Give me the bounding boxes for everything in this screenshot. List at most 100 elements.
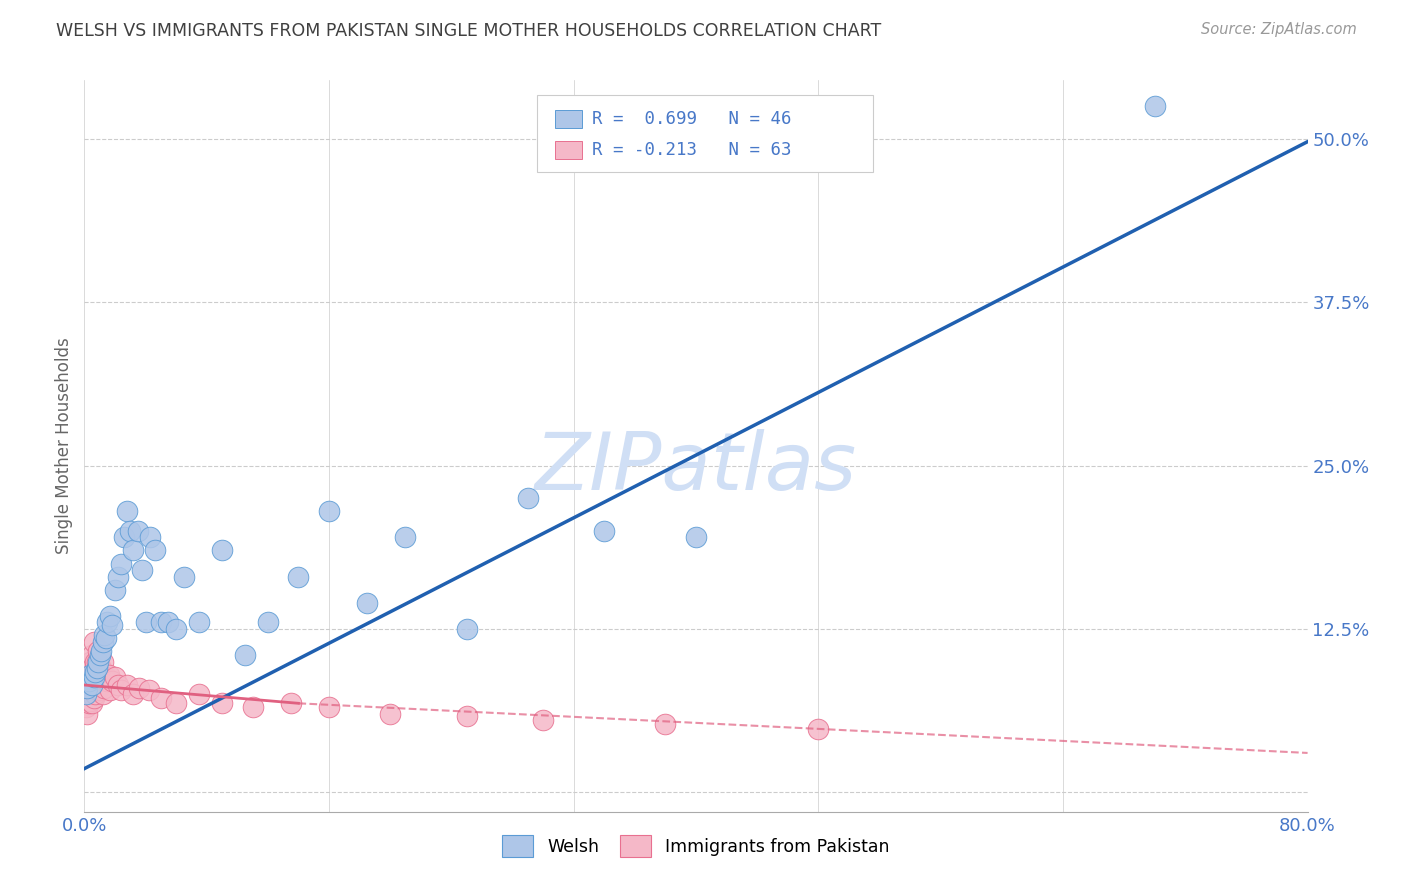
Point — [149, 691, 172, 706]
Point — [84, 661, 107, 675]
Point — [84, 687, 107, 701]
Point — [104, 670, 127, 684]
Point — [83, 635, 105, 649]
Point — [257, 615, 280, 630]
Point — [96, 674, 118, 689]
Point — [593, 524, 616, 538]
Point — [122, 687, 145, 701]
Point — [654, 717, 676, 731]
Point — [149, 615, 172, 630]
Point — [86, 681, 108, 695]
Point — [89, 648, 111, 662]
Point — [97, 667, 120, 681]
Point — [280, 696, 302, 710]
Point — [76, 694, 98, 708]
Point — [76, 670, 98, 684]
Point — [79, 655, 101, 669]
Point — [98, 608, 121, 623]
Point — [233, 648, 256, 662]
Point — [80, 683, 103, 698]
Y-axis label: Single Mother Households: Single Mother Households — [55, 338, 73, 554]
Point — [96, 615, 118, 630]
Point — [80, 678, 103, 692]
Point — [242, 700, 264, 714]
Point — [516, 491, 538, 506]
Point — [807, 723, 830, 737]
Point — [318, 504, 340, 518]
Point — [76, 706, 98, 721]
Point — [79, 667, 101, 681]
Point — [83, 678, 105, 692]
Point — [188, 615, 211, 630]
Point — [77, 665, 100, 679]
Point — [87, 644, 110, 658]
Point — [287, 569, 309, 583]
Text: WELSH VS IMMIGRANTS FROM PAKISTAN SINGLE MOTHER HOUSEHOLDS CORRELATION CHART: WELSH VS IMMIGRANTS FROM PAKISTAN SINGLE… — [56, 22, 882, 40]
Point — [86, 655, 108, 669]
Text: ZIPatlas: ZIPatlas — [534, 429, 858, 507]
Point — [380, 706, 402, 721]
Point — [76, 683, 98, 698]
Point — [80, 670, 103, 684]
Point — [79, 694, 101, 708]
Bar — [555, 111, 582, 128]
Text: Source: ZipAtlas.com: Source: ZipAtlas.com — [1201, 22, 1357, 37]
Point — [531, 714, 554, 728]
Point — [89, 678, 111, 692]
Point — [83, 691, 105, 706]
Bar — [555, 141, 582, 159]
Point — [110, 557, 132, 571]
Point — [91, 635, 114, 649]
Point — [165, 622, 187, 636]
Point — [83, 665, 105, 679]
Point — [394, 530, 416, 544]
Point — [101, 618, 124, 632]
Point — [188, 687, 211, 701]
Point — [122, 543, 145, 558]
Point — [211, 696, 233, 710]
Point — [104, 582, 127, 597]
Point — [318, 700, 340, 714]
Point — [91, 687, 114, 701]
Point — [101, 674, 124, 689]
Point — [77, 674, 100, 689]
Point — [91, 655, 114, 669]
Point — [77, 674, 100, 689]
Legend: Welsh, Immigrants from Pakistan: Welsh, Immigrants from Pakistan — [494, 827, 898, 865]
Point — [90, 661, 112, 675]
Point — [86, 667, 108, 681]
Point — [79, 667, 101, 681]
Point — [456, 622, 478, 636]
Text: R = -0.213   N = 63: R = -0.213 N = 63 — [592, 141, 792, 159]
Point — [87, 655, 110, 669]
Point — [112, 530, 135, 544]
Point — [76, 681, 98, 695]
Point — [107, 569, 129, 583]
Point — [79, 681, 101, 695]
Point — [356, 596, 378, 610]
Text: R =  0.699   N = 46: R = 0.699 N = 46 — [592, 110, 792, 128]
Point — [89, 661, 111, 675]
Point — [131, 563, 153, 577]
Point — [94, 631, 117, 645]
Point — [128, 681, 150, 695]
Point — [84, 655, 107, 669]
Point — [75, 687, 97, 701]
Point — [115, 504, 138, 518]
Point — [80, 696, 103, 710]
Point — [110, 683, 132, 698]
Point — [90, 683, 112, 698]
Point — [127, 524, 149, 538]
Point — [80, 648, 103, 662]
Point — [77, 696, 100, 710]
Point — [84, 674, 107, 689]
Point — [157, 615, 180, 630]
Point — [120, 524, 142, 538]
Point — [165, 696, 187, 710]
Point — [135, 615, 157, 630]
Point — [173, 569, 195, 583]
Point — [90, 644, 112, 658]
Point — [107, 678, 129, 692]
Point — [87, 683, 110, 698]
Point — [75, 687, 97, 701]
